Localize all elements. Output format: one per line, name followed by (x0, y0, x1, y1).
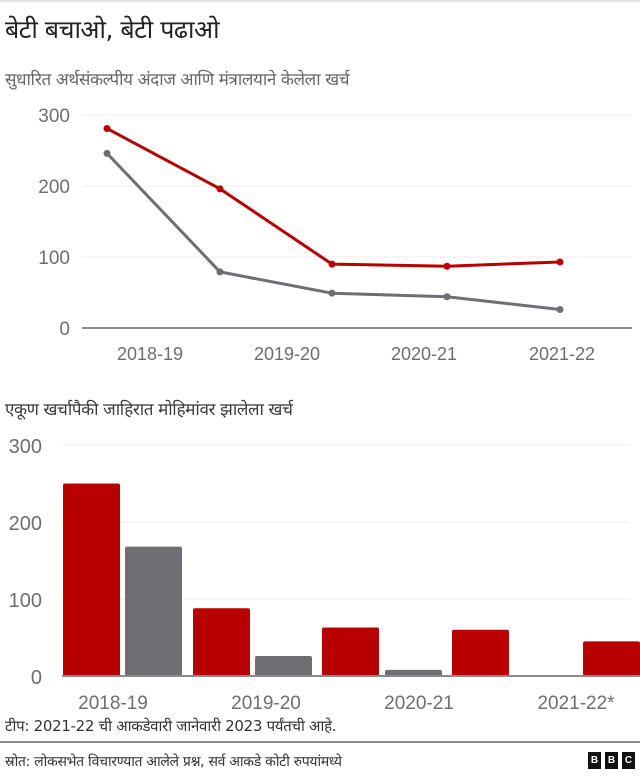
line-chart-title: सुधारित अर्थसंकल्पीय अंदाज आणि मंत्रालया… (5, 70, 350, 90)
divider (0, 741, 640, 743)
bar-chart: 0 100 200 300 2018-19 2019-20 2020-21 2021-22* (9, 436, 640, 714)
y-tick-label: 200 (38, 177, 70, 198)
data-point (103, 124, 111, 132)
y-tick-label: 0 (31, 667, 42, 689)
data-point (103, 149, 111, 157)
bbc-logo: B B C (588, 752, 635, 769)
bar-chart-title: एकूण खर्चापैकी जाहिरात मोहिमांवर झालेला … (5, 400, 293, 420)
bar (125, 546, 182, 676)
x-tick-label: 2021-22 (529, 344, 595, 364)
logo-block: B (588, 752, 601, 769)
page-title: बेटी बचाओ, बेटी पढाओ (5, 15, 220, 44)
x-tick-label: 2018-19 (78, 693, 148, 714)
line-series (106, 127, 561, 268)
data-point (328, 260, 336, 268)
bar (322, 627, 379, 676)
y-tick-label: 200 (9, 513, 42, 535)
y-tick-label: 100 (38, 248, 70, 269)
bar (583, 641, 640, 676)
x-tick-label: 2021-22* (537, 693, 615, 714)
data-point (443, 262, 451, 270)
data-point (556, 306, 564, 314)
x-tick-label: 2019-20 (231, 693, 301, 714)
bar (452, 629, 509, 676)
bar (63, 483, 120, 676)
source-text: स्रोत: लोकसभेत विचारण्यात आलेले प्रश्न, … (5, 754, 342, 770)
bar (385, 669, 442, 676)
y-tick-label: 0 (59, 319, 70, 340)
footnote: टीप: 2021-22 ची आकडेवारी जानेवारी 2023 प… (5, 717, 337, 735)
data-point (216, 185, 224, 193)
bar (255, 655, 312, 676)
line-series (105, 152, 561, 312)
y-tick-label: 100 (9, 590, 42, 612)
x-tick-label: 2020-21 (391, 344, 457, 364)
data-point (328, 289, 336, 297)
logo-block: B (605, 752, 618, 769)
y-tick-label: 300 (9, 436, 42, 458)
y-tick-label: 300 (38, 106, 70, 127)
logo-block: C (622, 752, 635, 769)
x-tick-label: 2019-20 (254, 344, 320, 364)
data-point (443, 293, 451, 301)
x-tick-label: 2018-19 (117, 344, 183, 364)
data-point (216, 268, 224, 276)
bar (193, 608, 250, 676)
line-chart: 0 100 200 300 2018-19 2019-20 2020-21 2021-22 (38, 106, 632, 364)
top-border (0, 0, 640, 2)
data-point (556, 258, 564, 266)
x-tick-label: 2020-21 (384, 693, 454, 714)
